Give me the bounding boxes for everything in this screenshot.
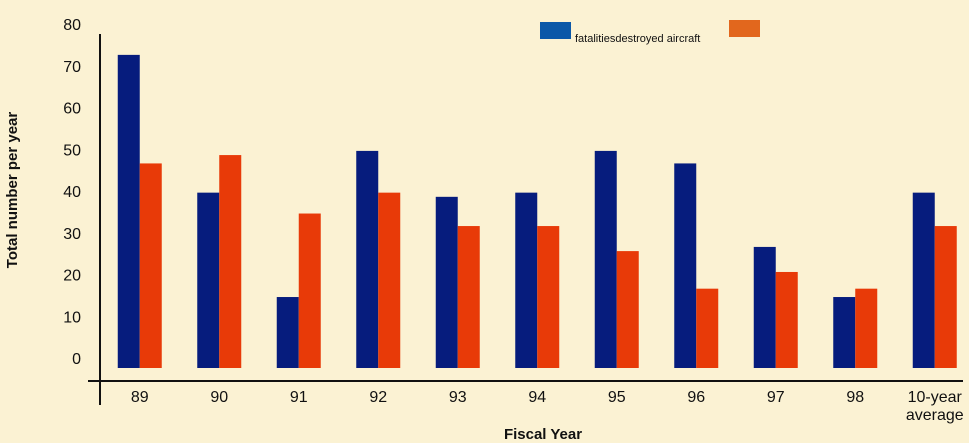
y-tick-label: 30	[63, 226, 81, 243]
y-tick-label: 40	[63, 184, 81, 201]
x-tick-line: 90	[210, 389, 228, 406]
x-tick-label: 91	[290, 389, 308, 406]
y-tick-label: 60	[63, 101, 81, 118]
legend-swatch-destroyed-aircraft	[729, 20, 760, 37]
legend-swatch-fatalities	[540, 22, 571, 39]
bar-destroyed-aircraft-94	[537, 226, 560, 368]
bar-destroyed-aircraft-91	[298, 213, 321, 368]
bar-fatalities-10-year-average	[912, 192, 935, 368]
x-tick-label: 10-year average	[906, 389, 964, 424]
x-axis-ticks: 89 90 91 92 93 94 95 96 97 98 10-year average	[131, 389, 964, 424]
x-tick-label: 90	[210, 389, 228, 406]
y-axis-ticks: 0 10 20 30 40 50 60 70 80	[63, 17, 81, 368]
x-tick-label: 98	[846, 389, 864, 406]
bar-fatalities-93	[435, 196, 458, 368]
x-tick-line: 94	[528, 389, 546, 406]
y-tick-label: 0	[72, 351, 81, 368]
x-tick-line: 93	[449, 389, 467, 406]
y-tick-label: 70	[63, 59, 81, 76]
bar-fatalities-94	[515, 192, 538, 368]
x-tick-line: 10-year	[908, 389, 963, 406]
bar-series	[117, 54, 957, 368]
x-tick-label: 92	[369, 389, 387, 406]
x-tick-label: 96	[687, 389, 705, 406]
bar-fatalities-96	[674, 163, 697, 368]
x-tick-label: 97	[767, 389, 785, 406]
bar-fatalities-89	[117, 54, 140, 368]
bar-destroyed-aircraft-89	[139, 163, 162, 368]
bar-destroyed-aircraft-98	[855, 288, 878, 368]
x-axis-title: Fiscal Year	[504, 426, 582, 443]
bar-destroyed-aircraft-95	[616, 251, 639, 368]
y-axis-title: Total number per year	[4, 112, 21, 269]
bar-fatalities-95	[594, 150, 617, 368]
bar-destroyed-aircraft-97	[775, 271, 798, 368]
x-tick-label: 89	[131, 389, 149, 406]
bar-fatalities-92	[356, 150, 379, 368]
y-tick-label: 10	[63, 309, 81, 326]
x-tick-label: 94	[528, 389, 546, 406]
x-tick-line: average	[906, 407, 964, 424]
bar-destroyed-aircraft-93	[457, 226, 480, 368]
y-tick-label: 80	[63, 17, 81, 34]
bar-destroyed-aircraft-90	[219, 155, 242, 368]
x-tick-label: 93	[449, 389, 467, 406]
bar-fatalities-91	[276, 297, 299, 368]
x-tick-line: 96	[687, 389, 705, 406]
x-tick-line: 95	[608, 389, 626, 406]
bar-fatalities-90	[197, 192, 220, 368]
bar-destroyed-aircraft-10-year-average	[934, 226, 957, 368]
x-tick-line: 98	[846, 389, 864, 406]
y-tick-label: 50	[63, 142, 81, 159]
bar-fatalities-97	[753, 246, 776, 368]
legend: fatalitiesdestroyed aircraft	[540, 20, 760, 45]
bar-fatalities-98	[833, 297, 856, 368]
x-tick-line: 92	[369, 389, 387, 406]
x-tick-line: 91	[290, 389, 308, 406]
y-tick-label: 20	[63, 268, 81, 285]
bar-destroyed-aircraft-92	[378, 192, 401, 368]
x-tick-line: 89	[131, 389, 149, 406]
bar-destroyed-aircraft-96	[696, 288, 719, 368]
legend-text: fatalitiesdestroyed aircraft	[575, 33, 700, 45]
x-tick-label: 95	[608, 389, 626, 406]
x-tick-line: 97	[767, 389, 785, 406]
